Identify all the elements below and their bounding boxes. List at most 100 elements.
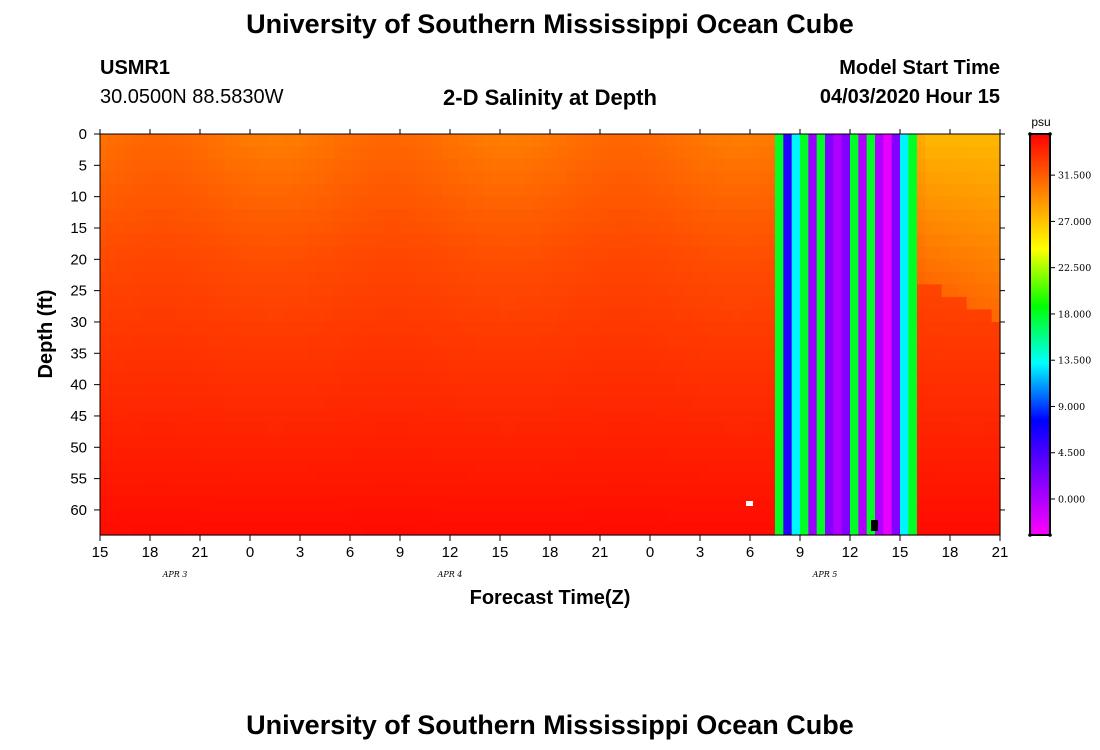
heatmap-cell — [433, 409, 443, 423]
heatmap-cell — [275, 509, 284, 524]
heatmap-cell — [683, 522, 693, 536]
heatmap-cell — [566, 522, 576, 536]
heatmap-cell — [675, 359, 684, 373]
heatmap-cell — [566, 347, 576, 361]
heatmap-cell — [600, 472, 609, 486]
heatmap-cell — [608, 134, 618, 148]
heatmap-cell — [258, 334, 268, 348]
heatmap-cell — [283, 196, 293, 210]
heatmap-cell — [575, 171, 584, 185]
heatmap-cell — [241, 296, 251, 311]
heatmap-cell — [583, 522, 593, 536]
heatmap-cell — [216, 522, 226, 536]
heatmap-cell — [408, 372, 418, 386]
heatmap-cell — [758, 184, 768, 198]
heatmap-cell — [966, 472, 976, 486]
heatmap-cell — [716, 409, 726, 423]
heatmap-cell — [575, 434, 584, 448]
heatmap-cell — [116, 234, 126, 248]
heatmap-cell — [316, 171, 326, 185]
heatmap-cell — [133, 309, 143, 323]
heatmap-cell — [591, 409, 601, 423]
heatmap-cell — [666, 196, 676, 210]
heatmap-cell — [516, 422, 526, 436]
heatmap-cell — [375, 309, 384, 323]
heatmap-cell — [525, 209, 534, 223]
heatmap-cell — [108, 209, 118, 223]
heatmap-cell — [750, 447, 759, 461]
heatmap-cell — [375, 171, 384, 185]
heatmap-cell — [150, 334, 159, 348]
heatmap-cell — [308, 246, 318, 260]
heatmap-cell — [208, 384, 218, 398]
heatmap-cell — [925, 259, 934, 273]
heatmap-cell — [441, 159, 451, 173]
heatmap-cell — [616, 209, 626, 223]
heatmap-cell — [483, 146, 493, 160]
heatmap-cell — [200, 397, 209, 411]
heatmap-cell — [750, 422, 759, 436]
heatmap-cell — [583, 447, 593, 461]
heatmap-cell — [258, 209, 268, 223]
heatmap-cell — [641, 146, 651, 160]
heatmap-cell — [333, 284, 343, 298]
heatmap-cell — [358, 447, 368, 461]
heatmap-cell — [341, 309, 351, 323]
heatmap-cell — [383, 397, 393, 411]
heatmap-cell — [283, 221, 293, 235]
heatmap-cell — [366, 321, 376, 336]
heatmap-cell — [341, 159, 351, 173]
heatmap-cell — [266, 372, 276, 386]
heatmap-cell — [283, 271, 293, 285]
heatmap-cell — [258, 497, 268, 511]
heatmap-cell — [333, 184, 343, 198]
heatmap-cell — [358, 522, 368, 536]
heatmap-cell — [291, 522, 301, 536]
heatmap-cell — [575, 409, 584, 423]
heatmap-cell — [191, 184, 201, 198]
heatmap-cell — [725, 246, 734, 260]
heatmap-cell — [275, 321, 284, 336]
heatmap-cell — [491, 422, 501, 436]
heatmap-cell — [525, 134, 534, 148]
heatmap-cell — [125, 497, 134, 511]
heatmap-cell — [283, 409, 293, 423]
heatmap-cell — [691, 409, 701, 423]
heatmap-cell — [475, 484, 484, 499]
heatmap-cell — [991, 397, 1001, 411]
heatmap-cell — [250, 509, 259, 524]
heatmap-cell — [766, 372, 776, 386]
heatmap-cell — [125, 334, 134, 348]
heatmap-cell — [758, 209, 768, 223]
heatmap-cell — [475, 234, 484, 248]
heatmap-cell — [616, 334, 626, 348]
heatmap-cell — [283, 209, 293, 223]
heatmap-cell — [183, 309, 193, 323]
heatmap-cell — [108, 459, 118, 473]
heatmap-cell — [225, 159, 234, 173]
heatmap-cell — [391, 422, 401, 436]
heatmap-cell — [425, 409, 434, 423]
heatmap-cell — [283, 472, 293, 486]
heatmap-cell — [308, 347, 318, 361]
heatmap-cell — [625, 184, 634, 198]
heatmap-cell — [350, 434, 359, 448]
heatmap-cell — [283, 484, 293, 499]
heatmap-cell — [375, 196, 384, 210]
heatmap-cell — [308, 134, 318, 148]
heatmap-cell — [941, 434, 951, 448]
heatmap-cell — [683, 397, 693, 411]
heatmap-cell — [658, 447, 668, 461]
heatmap-cell — [441, 409, 451, 423]
heatmap-cell — [616, 271, 626, 285]
heatmap-cell — [141, 284, 151, 298]
heatmap-cell — [508, 434, 518, 448]
heatmap-cell — [683, 234, 693, 248]
heatmap-cell — [491, 409, 501, 423]
heatmap-cell — [650, 497, 659, 511]
heatmap-cell — [233, 246, 243, 260]
heatmap-cell — [258, 522, 268, 536]
heatmap-cell — [100, 259, 109, 273]
heatmap-cell — [675, 459, 684, 473]
heatmap-cell — [525, 296, 534, 311]
